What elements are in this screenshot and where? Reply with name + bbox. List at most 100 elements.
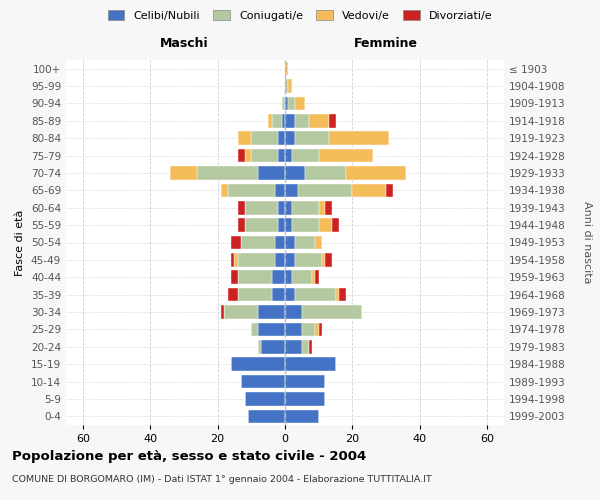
- Bar: [285, 166, 305, 180]
- Bar: [316, 322, 319, 336]
- Bar: [281, 114, 285, 128]
- Y-axis label: Anni di nascita: Anni di nascita: [582, 201, 592, 284]
- Bar: [285, 149, 292, 162]
- Bar: [332, 218, 339, 232]
- Bar: [346, 166, 406, 180]
- Bar: [312, 270, 316, 284]
- Bar: [292, 149, 319, 162]
- Bar: [386, 184, 393, 197]
- Bar: [339, 288, 346, 302]
- Bar: [329, 114, 335, 128]
- Bar: [285, 322, 302, 336]
- Bar: [285, 201, 292, 214]
- Bar: [295, 236, 316, 250]
- Bar: [285, 62, 289, 76]
- Bar: [295, 114, 308, 128]
- Bar: [278, 201, 285, 214]
- Bar: [302, 340, 308, 353]
- Bar: [285, 80, 289, 93]
- Bar: [289, 80, 292, 93]
- Bar: [228, 184, 275, 197]
- Bar: [322, 253, 325, 266]
- Bar: [238, 201, 245, 214]
- Bar: [241, 236, 275, 250]
- Bar: [238, 270, 272, 284]
- Bar: [298, 184, 352, 197]
- Bar: [228, 288, 238, 302]
- Bar: [238, 218, 245, 232]
- Bar: [281, 96, 285, 110]
- Bar: [235, 253, 238, 266]
- Bar: [308, 340, 312, 353]
- Bar: [285, 253, 295, 266]
- Bar: [245, 149, 251, 162]
- Bar: [352, 184, 386, 197]
- Bar: [319, 218, 332, 232]
- Bar: [319, 322, 322, 336]
- Bar: [278, 132, 285, 145]
- Bar: [285, 340, 302, 353]
- Bar: [224, 305, 258, 319]
- Bar: [238, 253, 275, 266]
- Bar: [292, 201, 319, 214]
- Bar: [197, 166, 258, 180]
- Text: Femmine: Femmine: [354, 36, 418, 50]
- Bar: [231, 253, 235, 266]
- Bar: [285, 375, 325, 388]
- Bar: [305, 166, 346, 180]
- Bar: [329, 132, 389, 145]
- Bar: [285, 132, 295, 145]
- Bar: [251, 149, 278, 162]
- Bar: [238, 149, 245, 162]
- Bar: [292, 270, 312, 284]
- Bar: [258, 305, 285, 319]
- Bar: [272, 270, 285, 284]
- Bar: [295, 288, 335, 302]
- Bar: [285, 114, 295, 128]
- Bar: [221, 305, 224, 319]
- Bar: [231, 358, 285, 371]
- Bar: [258, 322, 285, 336]
- Bar: [319, 149, 373, 162]
- Bar: [278, 149, 285, 162]
- Bar: [285, 236, 295, 250]
- Bar: [285, 96, 289, 110]
- Bar: [245, 392, 285, 406]
- Bar: [268, 114, 272, 128]
- Bar: [272, 288, 285, 302]
- Legend: Celibi/Nubili, Coniugati/e, Vedovi/e, Divorziati/e: Celibi/Nubili, Coniugati/e, Vedovi/e, Di…: [103, 6, 497, 25]
- Bar: [295, 132, 329, 145]
- Bar: [285, 218, 292, 232]
- Y-axis label: Fasce di età: Fasce di età: [16, 210, 25, 276]
- Bar: [292, 218, 319, 232]
- Bar: [302, 322, 316, 336]
- Bar: [221, 184, 228, 197]
- Bar: [238, 288, 272, 302]
- Bar: [231, 236, 241, 250]
- Bar: [295, 253, 322, 266]
- Bar: [308, 114, 329, 128]
- Bar: [325, 253, 332, 266]
- Bar: [316, 236, 322, 250]
- Bar: [285, 184, 298, 197]
- Bar: [251, 322, 258, 336]
- Bar: [258, 166, 285, 180]
- Bar: [285, 358, 335, 371]
- Bar: [238, 132, 251, 145]
- Bar: [285, 288, 295, 302]
- Bar: [170, 166, 197, 180]
- Bar: [272, 114, 281, 128]
- Bar: [316, 270, 319, 284]
- Bar: [285, 305, 302, 319]
- Bar: [278, 218, 285, 232]
- Bar: [262, 340, 285, 353]
- Bar: [325, 201, 332, 214]
- Text: COMUNE DI BORGOMARO (IM) - Dati ISTAT 1° gennaio 2004 - Elaborazione TUTTITALIA.: COMUNE DI BORGOMARO (IM) - Dati ISTAT 1°…: [12, 475, 432, 484]
- Bar: [251, 132, 278, 145]
- Bar: [289, 96, 295, 110]
- Bar: [285, 410, 319, 423]
- Bar: [335, 288, 339, 302]
- Bar: [275, 253, 285, 266]
- Bar: [231, 270, 238, 284]
- Bar: [285, 392, 325, 406]
